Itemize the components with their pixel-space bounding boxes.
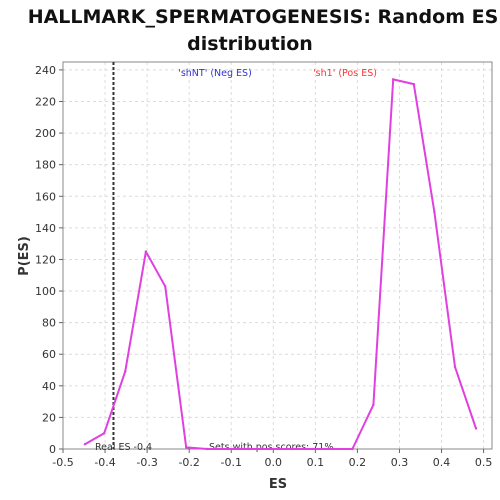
data-point: [474, 427, 478, 430]
data-point: [311, 447, 314, 451]
data-point: [144, 250, 148, 253]
data-point: [433, 210, 436, 214]
data-point: [248, 447, 251, 451]
x-tick-label: 0.0: [265, 456, 283, 469]
y-tick-label: 220: [35, 95, 56, 108]
axes: -0.5 -0.4 -0.3 -0.2 -0.1 0.0 0.1 0.2 0.3 0.4 0.5 0 2…: [35, 64, 492, 469]
x-tick-label: 0.3: [391, 456, 409, 469]
y-tick-label: 180: [35, 159, 56, 172]
x-tick-label: 0.5: [475, 456, 493, 469]
pos-es-label: 'sh1' (Pos ES): [313, 68, 377, 79]
grid: [62, 62, 492, 450]
y-tick-label: 40: [42, 380, 56, 393]
y-tick-label: 20: [42, 411, 56, 424]
x-tick-label: 0.2: [349, 456, 367, 469]
data-point: [332, 447, 335, 451]
data-point: [269, 447, 272, 451]
data-point: [83, 443, 87, 446]
data-point: [412, 82, 415, 86]
data-point: [164, 285, 167, 288]
x-tick-label: 0.1: [307, 456, 325, 469]
series-layer: [83, 78, 478, 451]
x-tick-label: -0.2: [178, 456, 199, 469]
data-point: [227, 447, 230, 451]
y-tick-label: 0: [49, 443, 56, 456]
plot-area-frame: [62, 61, 493, 450]
x-tick-label: -0.4: [94, 456, 115, 469]
y-tick-label: 120: [35, 253, 56, 266]
x-tick-label: 0.4: [433, 456, 451, 469]
data-point: [103, 432, 106, 435]
y-tick-label: 80: [42, 317, 56, 330]
data-point: [185, 446, 188, 449]
annotations: 'shNT' (Neg ES) 'sh1' (Pos ES) Real ES -0.…: [95, 62, 377, 453]
chart-title-line-2: distribution: [187, 33, 313, 55]
x-tick-label: -0.5: [52, 456, 73, 469]
chart-title-line-1: HALLMARK_SPERMATOGENESIS: Random ES: [28, 6, 499, 28]
neg-es-label: 'shNT' (Neg ES): [178, 68, 252, 79]
x-tick-label: -0.1: [221, 456, 242, 469]
real-es-label: Real ES -0.4: [95, 442, 152, 453]
y-tick-label: 140: [35, 222, 56, 235]
data-point: [124, 370, 127, 373]
y-tick-label: 200: [35, 127, 56, 140]
data-point: [453, 365, 457, 369]
y-tick-label: 160: [35, 190, 56, 203]
y-tick-label: 100: [35, 285, 56, 298]
data-point: [290, 447, 293, 451]
data-point: [372, 403, 375, 406]
y-tick-label: 240: [35, 64, 56, 77]
x-tick-label: -0.3: [136, 456, 157, 469]
series-line: [84, 78, 477, 450]
x-axis-label: ES: [269, 477, 287, 492]
data-point: [206, 447, 209, 451]
data-point: [391, 78, 395, 81]
pos-scores-label: Sets with pos scores: 71%: [209, 442, 333, 453]
y-axis-label: P(ES): [17, 236, 32, 276]
y-tick-label: 60: [42, 348, 56, 361]
data-point: [351, 447, 354, 451]
